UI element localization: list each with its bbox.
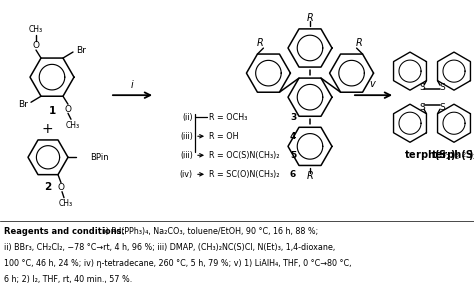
Text: $_2$: $_2$	[461, 150, 466, 160]
Text: S: S	[419, 83, 425, 92]
Text: S: S	[439, 83, 445, 92]
Text: R: R	[356, 38, 363, 48]
Text: +: +	[41, 122, 53, 136]
Text: Br: Br	[76, 46, 86, 55]
Text: O: O	[57, 183, 64, 192]
Text: terph(S$_2$)$_2$: terph(S$_2$)$_2$	[404, 148, 460, 162]
Text: terph(S: terph(S	[432, 150, 474, 160]
Text: S: S	[439, 103, 445, 112]
Text: R = OCH₃: R = OCH₃	[209, 113, 247, 122]
Text: 100 °C, 46 h, 24 %; iv) η-tetradecane, 260 °C, 5 h, 79 %; v) 1) LiAlH₄, THF, 0 °: 100 °C, 46 h, 24 %; iv) η-tetradecane, 2…	[4, 259, 352, 268]
Text: CH₃: CH₃	[59, 199, 73, 208]
Text: R = OH: R = OH	[209, 132, 238, 141]
Text: R = OC(S)N(CH₃)₂: R = OC(S)N(CH₃)₂	[209, 151, 280, 160]
Text: ii) BBr₃, CH₂Cl₂, −78 °C→rt, 4 h, 96 %; iii) DMAP, (CH₃)₂NC(S)Cl, N(Et)₃, 1,4-di: ii) BBr₃, CH₂Cl₂, −78 °C→rt, 4 h, 96 %; …	[4, 243, 335, 252]
Text: O: O	[64, 105, 72, 114]
Text: (iii): (iii)	[180, 151, 193, 160]
Text: R: R	[307, 13, 313, 23]
Text: R = SC(O)N(CH₃)₂: R = SC(O)N(CH₃)₂	[209, 170, 280, 179]
Text: 3: 3	[290, 113, 296, 122]
Text: CH₃: CH₃	[29, 25, 43, 34]
Text: Br: Br	[18, 100, 28, 109]
Text: 4: 4	[290, 132, 296, 141]
Text: CH₃: CH₃	[66, 121, 80, 130]
Text: R: R	[307, 171, 313, 181]
Text: (ii): (ii)	[182, 113, 193, 122]
Text: 6: 6	[290, 170, 296, 179]
Text: i: i	[131, 80, 133, 90]
Text: 1: 1	[48, 106, 55, 116]
Text: BPin: BPin	[90, 153, 109, 162]
Text: 6 h; 2) I₂, THF, rt, 40 min., 57 %.: 6 h; 2) I₂, THF, rt, 40 min., 57 %.	[4, 275, 132, 284]
Text: S: S	[419, 103, 425, 112]
Text: R: R	[257, 38, 264, 48]
Text: i) Pd(PPh₃)₄, Na₂CO₃, toluene/EtOH, 90 °C, 16 h, 88 %;: i) Pd(PPh₃)₄, Na₂CO₃, toluene/EtOH, 90 °…	[101, 227, 318, 236]
Text: v: v	[369, 79, 375, 89]
Text: 5: 5	[290, 151, 296, 160]
Text: (iv): (iv)	[180, 170, 193, 179]
Text: )$_2$: )$_2$	[468, 148, 474, 162]
Text: (iii): (iii)	[180, 132, 193, 141]
Text: 2: 2	[45, 182, 52, 192]
Text: Reagents and conditions:: Reagents and conditions:	[4, 227, 125, 236]
Text: O: O	[33, 40, 39, 49]
